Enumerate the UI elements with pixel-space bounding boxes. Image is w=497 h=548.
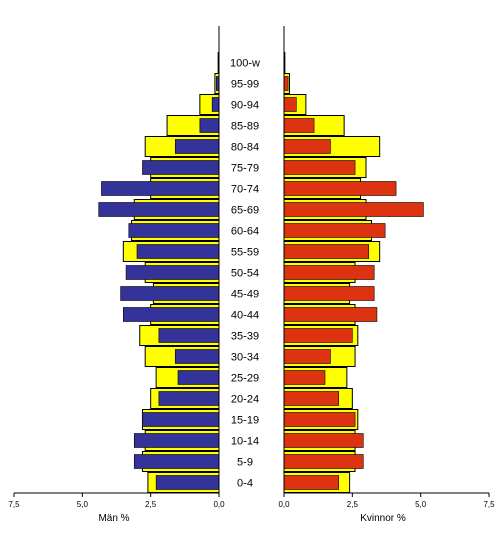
age-label: 60-64 — [231, 226, 259, 238]
left-tick-label: 5,0 — [77, 500, 89, 509]
bar-men-narrow — [158, 391, 220, 406]
bar-men-narrow — [142, 160, 220, 175]
left-tick-label: 0,0 — [213, 500, 225, 509]
age-label: 90-94 — [231, 100, 259, 112]
age-label: 30-34 — [231, 352, 259, 364]
bar-men-narrow — [98, 202, 220, 217]
age-label: 100-w — [230, 58, 260, 70]
right-tick-label: 0,0 — [278, 500, 290, 509]
bar-men-narrow — [211, 97, 220, 112]
left-tick-label: 2,5 — [145, 500, 157, 509]
bar-men-narrow — [125, 265, 220, 280]
left-axis-title: Män % — [98, 513, 129, 524]
bar-women-narrow — [283, 76, 289, 91]
bar-men-narrow — [177, 370, 220, 385]
bar-men-narrow — [120, 286, 220, 301]
bar-women-narrow — [283, 370, 326, 385]
bar-women-narrow — [283, 454, 364, 469]
age-label: 0-4 — [237, 478, 253, 490]
bar-men-narrow — [158, 328, 220, 343]
left-bars — [98, 52, 220, 493]
bar-women-narrow — [283, 349, 331, 364]
bar-women-narrow — [283, 160, 356, 175]
age-label: 85-89 — [231, 121, 259, 133]
right-bars — [283, 52, 424, 493]
bar-men-narrow — [155, 475, 220, 490]
age-label: 40-44 — [231, 310, 259, 322]
bar-women-narrow — [283, 475, 339, 490]
bar-women-narrow — [283, 202, 424, 217]
bar-men-narrow — [123, 307, 220, 322]
right-tick-label: 2,5 — [347, 500, 359, 509]
bar-men-narrow — [128, 223, 220, 238]
axes: 7,5 5,0 2,5 0,0 0,0 2,5 5,0 7,5 — [8, 26, 495, 509]
bar-women-narrow — [283, 265, 375, 280]
right-tick-label: 7,5 — [483, 500, 495, 509]
age-label: 75-79 — [231, 163, 259, 175]
right-tick-label: 5,0 — [415, 500, 427, 509]
bar-women-narrow — [283, 307, 378, 322]
bar-women-narrow — [283, 118, 315, 133]
age-label: 25-29 — [231, 373, 259, 385]
bar-women-narrow — [283, 412, 356, 427]
age-label: 35-39 — [231, 331, 259, 343]
bar-women-narrow — [283, 433, 364, 448]
bar-women-narrow — [283, 181, 397, 196]
bar-women-narrow — [283, 328, 353, 343]
age-label: 10-14 — [231, 436, 259, 448]
bar-men-narrow — [174, 349, 220, 364]
bar-men-narrow — [199, 118, 220, 133]
age-label: 15-19 — [231, 415, 259, 427]
age-label: 65-69 — [231, 205, 259, 217]
age-label: 80-84 — [231, 142, 259, 154]
age-labels: 0-4 5-9 10-14 15-19 20-24 25-29 30-34 35-39 40-4… — [230, 58, 260, 490]
age-label: 95-99 — [231, 79, 259, 91]
bar-women-narrow — [283, 97, 297, 112]
bar-men-narrow — [142, 412, 220, 427]
bar-women-narrow — [283, 286, 375, 301]
left-tick-label: 7,5 — [8, 500, 20, 509]
age-label: 45-49 — [231, 289, 259, 301]
bar-men-narrow — [101, 181, 220, 196]
bar-men-narrow — [174, 139, 220, 154]
bar-men-narrow — [133, 454, 220, 469]
age-label: 55-59 — [231, 247, 259, 259]
age-label: 50-54 — [231, 268, 259, 280]
age-label: 5-9 — [237, 457, 253, 469]
bar-women-narrow — [283, 223, 386, 238]
bar-women-narrow — [283, 244, 370, 259]
bar-women-narrow — [283, 139, 331, 154]
bar-men-narrow — [133, 433, 220, 448]
right-axis-title: Kvinnor % — [360, 513, 406, 524]
bar-men-narrow — [136, 244, 220, 259]
bar-women-narrow — [283, 391, 339, 406]
age-label: 20-24 — [231, 394, 259, 406]
age-label: 70-74 — [231, 184, 259, 196]
